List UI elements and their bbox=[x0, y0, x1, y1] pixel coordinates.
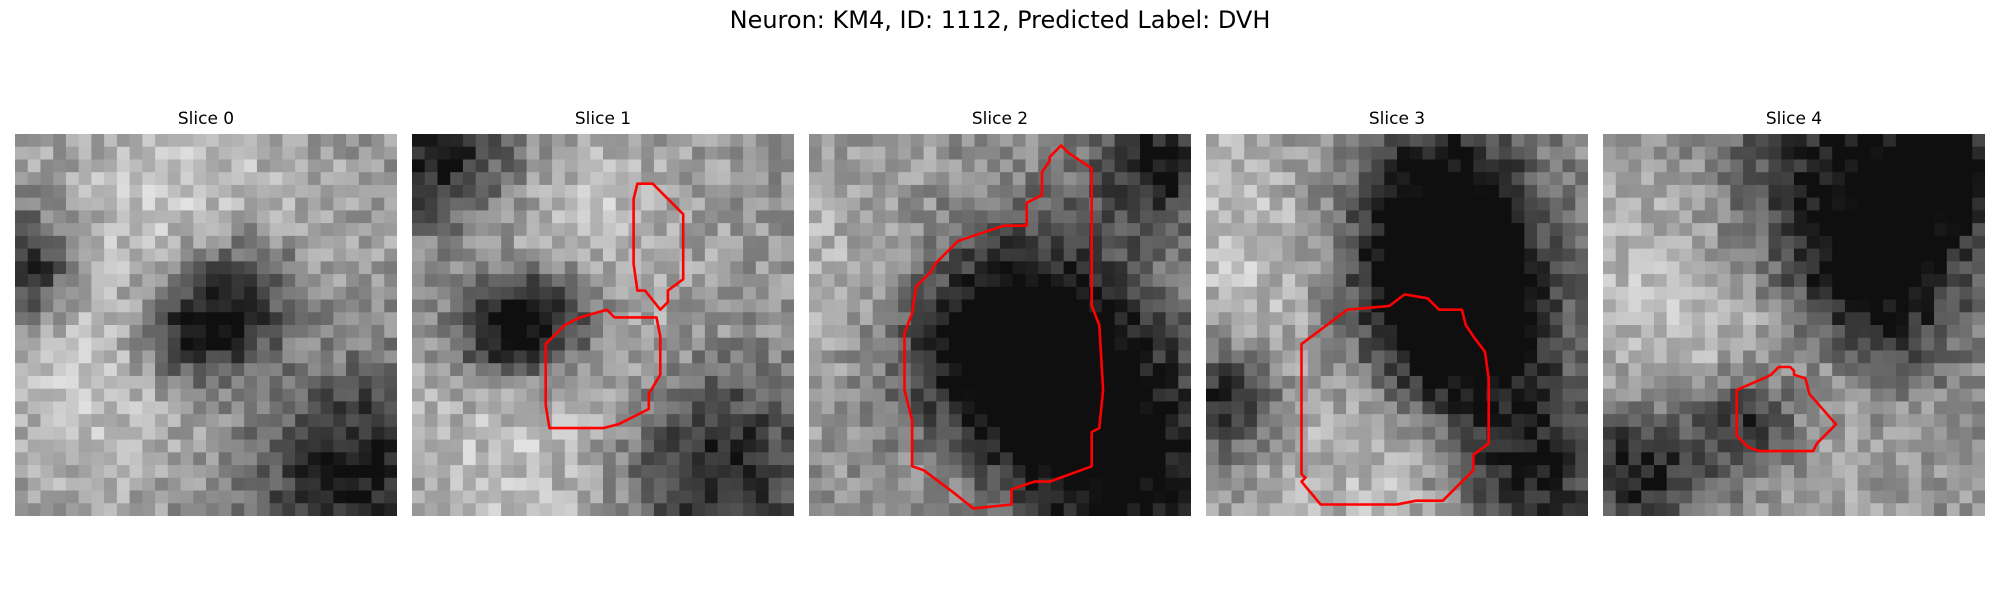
slice-panel-2: Slice 2 bbox=[809, 109, 1191, 517]
slice-title-0: Slice 0 bbox=[177, 109, 235, 129]
slice-image-1 bbox=[412, 134, 794, 516]
slice-image-4 bbox=[1603, 134, 1985, 516]
slice-image-2 bbox=[809, 134, 1191, 516]
slice-title-1: Slice 1 bbox=[574, 109, 632, 129]
slice-panel-3: Slice 3 bbox=[1206, 109, 1588, 517]
segmentation-outline-1-1 bbox=[544, 308, 662, 430]
slice-title-4: Slice 4 bbox=[1765, 109, 1823, 129]
slice-panel-4: Slice 4 bbox=[1603, 109, 1985, 517]
segmentation-outline-4-0 bbox=[1735, 365, 1838, 453]
segmentation-outline-1-0 bbox=[632, 182, 685, 311]
segmentation-outline-3-0 bbox=[1300, 293, 1491, 506]
segmentation-outline-2-0 bbox=[903, 144, 1105, 510]
slice-image-0 bbox=[15, 134, 397, 516]
slice-title-2: Slice 2 bbox=[971, 109, 1029, 129]
slice-image-3 bbox=[1206, 134, 1588, 516]
slice-panel-1: Slice 1 bbox=[412, 109, 794, 517]
slice-panel-0: Slice 0 bbox=[15, 109, 397, 517]
slice-title-3: Slice 3 bbox=[1368, 109, 1426, 129]
figure-title: Neuron: KM4, ID: 1112, Predicted Label: … bbox=[729, 6, 1271, 34]
